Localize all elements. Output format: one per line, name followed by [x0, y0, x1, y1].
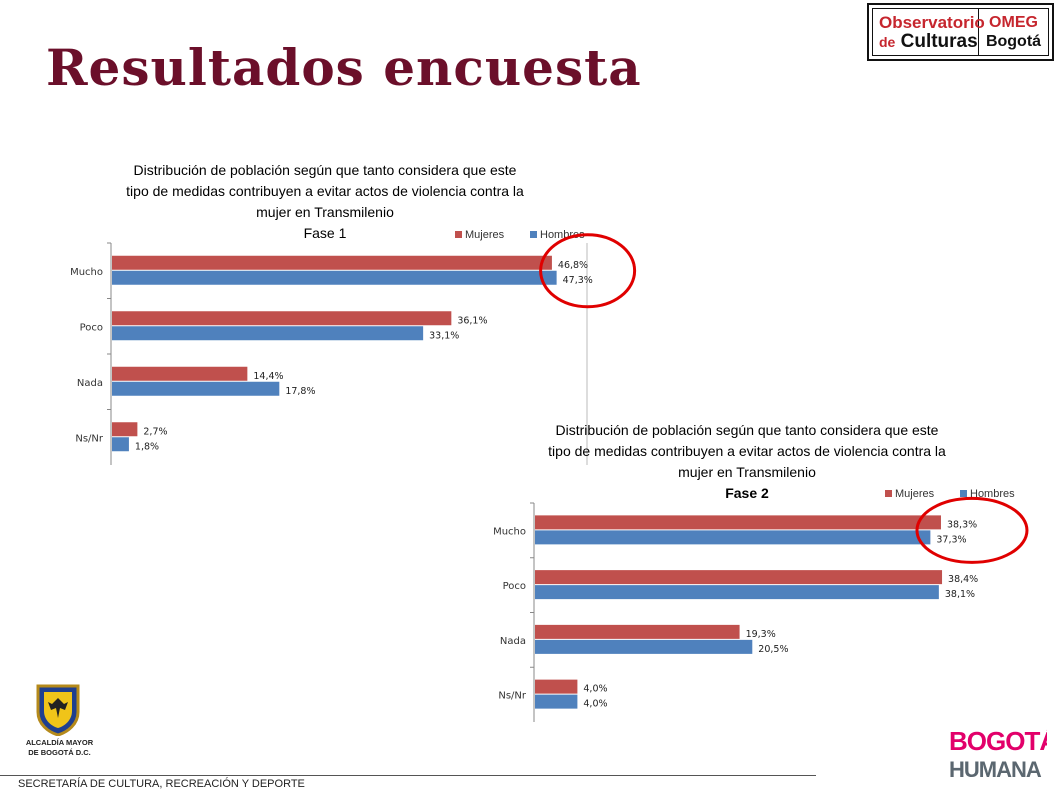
bar — [112, 366, 248, 381]
bar — [112, 381, 280, 396]
category-label: Ns/Nr — [75, 433, 104, 444]
data-label: 17,8% — [285, 386, 315, 397]
logo-obs-culturas: Culturas — [900, 30, 978, 52]
footer-text: SECRETARÍA DE CULTURA, RECREACIÓN Y DEPO… — [18, 778, 305, 790]
data-label: 38,3% — [947, 519, 977, 530]
bar — [112, 422, 138, 437]
bar — [535, 694, 578, 709]
bar — [535, 679, 578, 694]
data-label: 47,3% — [563, 275, 593, 286]
bar — [112, 255, 552, 270]
chart-title-line: tipo de medidas contribuyen a evitar act… — [126, 183, 524, 199]
chart-title-line: mujer en Transmilenio — [256, 204, 394, 220]
data-label: 19,3% — [746, 629, 776, 640]
data-label: 14,4% — [253, 371, 283, 382]
chart-title-line: Distribución de población según que tant… — [556, 422, 939, 438]
chart-svg: Distribución de población según que tant… — [70, 162, 637, 465]
legend-label: Mujeres — [465, 229, 505, 241]
category-label: Poco — [503, 581, 526, 592]
chart-svg: Distribución de población según que tant… — [493, 422, 1029, 722]
bar — [535, 515, 941, 530]
category-label: Mucho — [493, 526, 526, 537]
legend-label: Hombres — [970, 488, 1015, 500]
bogota-humana-line2: HUMANA — [949, 757, 1042, 782]
chart-fase-2: Distribución de población según que tant… — [470, 410, 1055, 728]
category-label: Poco — [80, 322, 103, 333]
legend-swatch — [455, 231, 462, 238]
alcaldia-line1: ALCALDÍA MAYOR — [25, 738, 94, 747]
bar — [112, 437, 129, 452]
observatorio-culturas-logo: Observatorio de Culturas OMEG Bogotá — [867, 3, 1054, 61]
data-label: 38,1% — [945, 589, 975, 600]
alcaldia-line2: DE BOGOTÁ D.C. — [28, 748, 91, 757]
bar — [535, 624, 740, 639]
logo-omeg-bogota: Bogotá — [985, 33, 1042, 50]
bar — [535, 530, 931, 545]
chart-title-line: mujer en Transmilenio — [678, 464, 816, 480]
bar — [112, 311, 452, 326]
category-label: Ns/Nr — [498, 691, 527, 702]
data-label: 37,3% — [936, 534, 966, 545]
data-label: 46,8% — [558, 260, 588, 271]
highlight-circle — [915, 496, 1029, 564]
chart-fase-1: Distribución de población según que tant… — [50, 150, 640, 480]
data-label: 36,1% — [457, 315, 487, 326]
logo-obs-line1: Observatorio — [879, 12, 985, 32]
logo-omeg: OMEG — [989, 14, 1038, 31]
category-label: Mucho — [70, 267, 103, 278]
bar — [112, 326, 424, 341]
category-label: Nada — [500, 636, 526, 647]
bar — [112, 270, 557, 285]
data-label: 38,4% — [948, 574, 978, 585]
data-label: 4,0% — [583, 684, 607, 695]
legend-label: Hombres — [540, 229, 585, 241]
footer-divider — [0, 775, 816, 776]
bogota-coat-of-arms-icon — [36, 684, 80, 736]
bar — [535, 585, 939, 600]
data-label: 4,0% — [583, 699, 607, 710]
chart-title-line: tipo de medidas contribuyen a evitar act… — [548, 443, 946, 459]
data-label: 20,5% — [758, 644, 788, 655]
chart-title-line: Distribución de población según que tant… — [134, 162, 517, 178]
bogota-humana-line1: BOGOTÁ — [949, 726, 1047, 756]
data-label: 2,7% — [143, 426, 167, 437]
legend-swatch — [885, 490, 892, 497]
chart-subtitle: Fase 2 — [725, 485, 769, 501]
category-label: Nada — [77, 378, 103, 389]
bogota-humana-logo: BOGOTÁ HUMANA — [949, 726, 1047, 782]
highlight-circle — [539, 233, 637, 309]
bar — [535, 639, 753, 654]
data-label: 1,8% — [135, 441, 159, 452]
logo-obs-de: de — [879, 33, 896, 50]
legend-swatch — [960, 490, 967, 497]
alcaldia-label: ALCALDÍA MAYOR DE BOGOTÁ D.C. — [12, 738, 107, 758]
page-title: Resultados encuesta — [46, 38, 642, 97]
chart-subtitle: Fase 1 — [304, 225, 347, 241]
bar — [535, 570, 943, 585]
data-label: 33,1% — [429, 330, 459, 341]
legend-swatch — [530, 231, 537, 238]
legend-label: Mujeres — [895, 488, 935, 500]
